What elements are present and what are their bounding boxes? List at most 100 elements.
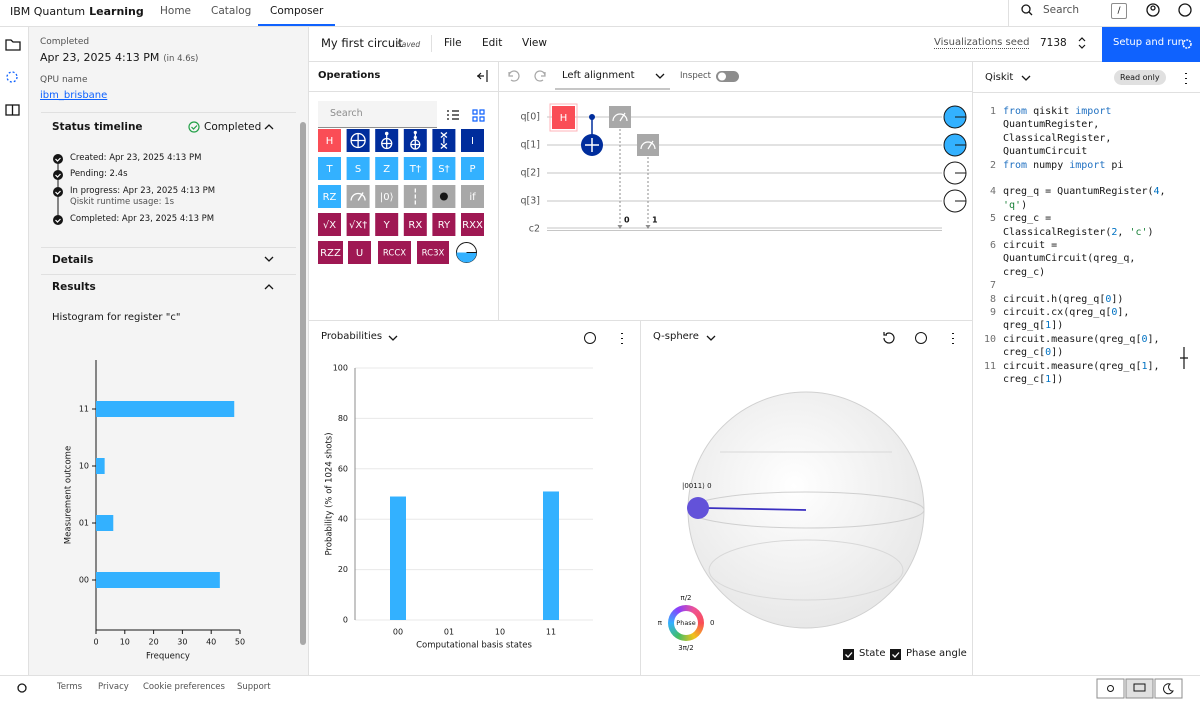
chevron [655, 73, 665, 79]
results-header[interactable]: Results [52, 281, 96, 293]
timeline-item: Created: Apr 23, 2025 4:13 PM [70, 153, 202, 163]
gate [417, 241, 449, 264]
gate [375, 157, 399, 180]
footer-link[interactable]: Support [237, 682, 271, 692]
line-number: 6 [989, 240, 996, 252]
nav-link[interactable]: Catalog [211, 5, 252, 17]
menu[interactable]: File [444, 37, 462, 49]
code-token: 0 [1141, 333, 1148, 345]
job-date-row: Apr 23, 2025 4:13 PM (in 4.6s) [40, 51, 198, 64]
c3x-icon [410, 131, 420, 149]
x-tick-label: 11 [546, 628, 556, 637]
option-label[interactable]: Phase angle [906, 648, 967, 659]
run-label[interactable]: Setup and run [1113, 37, 1185, 48]
alignment-select[interactable]: Left alignment [562, 70, 635, 81]
measure-arrow [645, 225, 651, 229]
runtime-usage: Qiskit runtime usage: 1s [70, 197, 175, 207]
code-text: from numpy import pi [1003, 159, 1166, 172]
code-line: 2 from numpy import pi [976, 159, 1166, 172]
code-line: 7 [976, 279, 1166, 292]
code-token: ], creg_c[ [1003, 333, 1160, 359]
code-token: ]) [1051, 347, 1064, 359]
code-token: qreg_q = QuantumRegister( [1003, 186, 1154, 198]
x-axis-label: Computational basis states [416, 641, 532, 651]
code-token: from [1003, 159, 1028, 171]
job-date: Apr 23, 2025 4:13 PM [40, 51, 160, 64]
qubit-label: q[1] [521, 140, 541, 151]
gate-focus [549, 103, 578, 132]
code-token: QuantumRegister, ClassicalRegister, Quan… [1003, 119, 1112, 158]
toffoli-icon [381, 137, 393, 150]
gate-search[interactable]: Search [318, 101, 437, 128]
qsphere-title[interactable]: Q-sphere [653, 331, 699, 342]
gate [375, 213, 399, 236]
control-dot [589, 114, 595, 120]
grid-view [472, 109, 485, 122]
undo [508, 70, 520, 82]
menu[interactable]: Edit [482, 37, 503, 49]
job-status: Completed [40, 37, 90, 47]
code-token: import [1069, 159, 1106, 171]
bar [390, 496, 406, 620]
job-duration: (in 4.6s) [163, 54, 199, 64]
gate [432, 129, 456, 152]
probabilities-title[interactable]: Probabilities [321, 331, 383, 342]
circuit-name[interactable]: My first circuit [321, 36, 403, 50]
panel-collapse [477, 70, 488, 82]
timeline-item: In progress: Apr 23, 2025 4:13 PM [70, 186, 216, 196]
option-label[interactable]: State [859, 648, 886, 659]
control-dot [413, 130, 417, 135]
probability-disk [943, 105, 967, 129]
brand-name: IBM Quantum [10, 5, 86, 18]
nav-link[interactable]: Home [160, 5, 192, 17]
gate [403, 185, 427, 208]
gate [318, 157, 341, 180]
code-line: 8 circuit.h(qreg_q[0]) [976, 293, 1166, 306]
line-number: 4 [989, 186, 996, 198]
nav-link[interactable]: Composer [258, 0, 336, 26]
read-only-tag: Read only [1114, 70, 1166, 85]
gate [378, 241, 411, 264]
search-field[interactable]: Search [1043, 4, 1080, 16]
top-nav [0, 0, 1200, 27]
code-text: circuit.measure(qreg_q[0], creg_c[0]) [1003, 333, 1166, 360]
code-language[interactable]: Qiskit [985, 72, 1014, 83]
state-point [687, 497, 709, 519]
code-text: circuit.h(qreg_q[0]) [1003, 293, 1166, 306]
seed-value[interactable]: 7138 [1040, 37, 1067, 49]
gate-label: T [325, 164, 333, 175]
code-token: numpy [1027, 159, 1070, 171]
gate-label: Z [383, 164, 390, 175]
code-token: circuit.h(qreg_q[ [1003, 293, 1106, 305]
gate [346, 185, 370, 208]
phase-wheel: Phase [668, 605, 704, 641]
details-header[interactable]: Details [52, 254, 94, 266]
qubit-label: q[2] [521, 168, 541, 179]
gate [403, 213, 427, 236]
qubit-label: q[3] [521, 196, 541, 207]
code-token: 1 [1045, 374, 1052, 386]
gate [318, 213, 341, 236]
code-token: ], creg_c[ [1003, 360, 1160, 386]
timeline-title[interactable]: Status timeline [52, 121, 143, 133]
menu[interactable]: View [522, 37, 547, 49]
classical-label: c2 [529, 224, 540, 235]
footer-link[interactable]: Cookie preferences [143, 682, 225, 692]
seed-label[interactable]: Visualizations seed [934, 37, 1030, 49]
code-text: from qiskit import QuantumRegister, Clas… [1003, 105, 1166, 159]
code-line: 5 creg_c = ClassicalRegister(2, 'c') [976, 212, 1166, 239]
gate-label: U [356, 248, 363, 259]
code-token: pi [1105, 159, 1124, 171]
footer-link[interactable]: Terms [57, 682, 83, 692]
code-line: 9 circuit.cx(qreg_q[0], qreg_q[1]) [976, 306, 1166, 333]
code-text: circuit.cx(qreg_q[0], qreg_q[1]) [1003, 306, 1166, 333]
footer-link[interactable]: Privacy [98, 682, 129, 692]
y-tick-label: 40 [338, 515, 348, 524]
qpu-link[interactable]: ibm_brisbane [40, 90, 108, 101]
code-token: , [1159, 186, 1166, 198]
code-token: 'q' [1003, 199, 1022, 211]
probability-disk [943, 161, 967, 185]
probability-disk [943, 189, 967, 213]
measure-arrow [617, 225, 623, 229]
